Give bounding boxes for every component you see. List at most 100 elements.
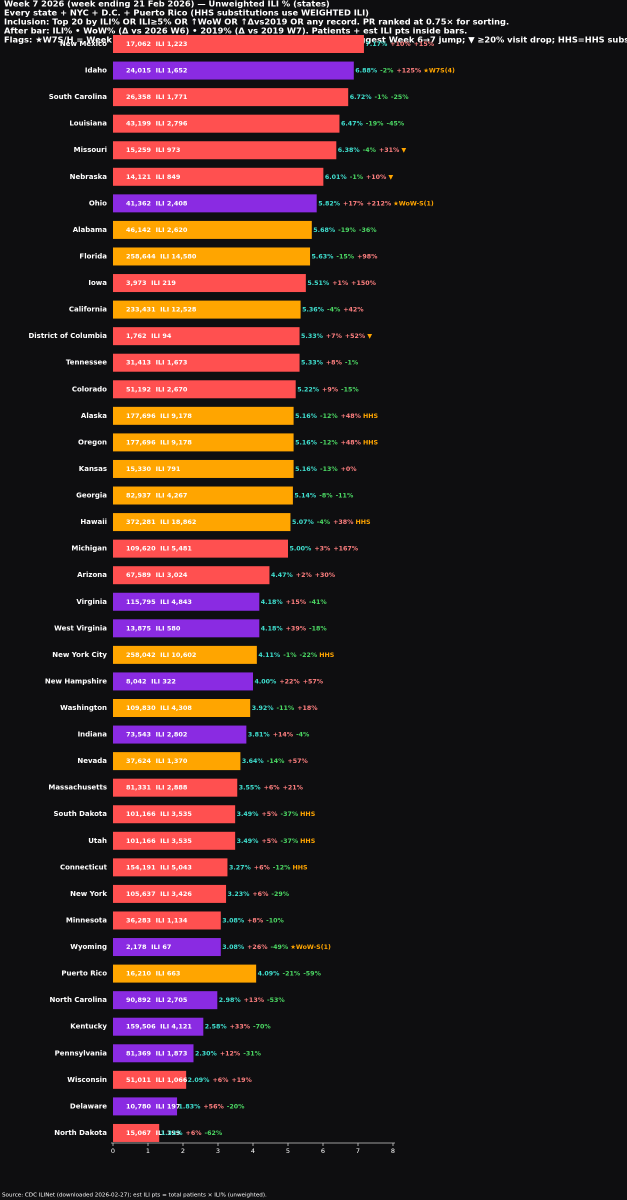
- bar-inner-label: 13,875 ILI 580: [126, 624, 181, 632]
- category-label: West Virginia: [54, 624, 107, 632]
- after-bar-labels: 4.00% +22% +57%: [255, 678, 324, 685]
- wow-label: +3%: [314, 546, 331, 553]
- value-label: 5.63%: [312, 253, 335, 260]
- wow-label: +2%: [296, 572, 313, 579]
- after-bar-labels: 3.08% +26% -49% ★WoW-S(1): [222, 944, 331, 951]
- category-label: Wyoming: [70, 943, 107, 951]
- category-label: New York: [70, 890, 107, 898]
- flag-label: ★W7S(4): [423, 68, 455, 75]
- wow-label: +17%: [343, 200, 364, 207]
- after-bar-labels: 3.81% +14% -4%: [248, 732, 310, 739]
- after-bar-labels: 3.92% -11% +18%: [252, 705, 319, 712]
- bar: [113, 831, 236, 850]
- category-label: Colorado: [72, 385, 107, 393]
- flag-label: HHS: [319, 652, 335, 659]
- value-label: 6.01%: [325, 174, 348, 181]
- wow-label: -4%: [317, 519, 331, 526]
- wow-label: +22%: [279, 678, 300, 685]
- category-label: New Mexico: [60, 40, 107, 48]
- value-label: 5.00%: [290, 546, 313, 553]
- wow-label: -1%: [350, 174, 364, 181]
- bar: [113, 805, 236, 824]
- vs2019-label: +167%: [333, 546, 358, 553]
- value-label: 3.49%: [237, 811, 260, 818]
- after-bar-labels: 5.16% -12% +48% HHS: [295, 439, 378, 446]
- category-label: North Dakota: [54, 1129, 107, 1137]
- after-bar-labels: 2.58% +33% -70%: [205, 1024, 272, 1031]
- wow-label: -12%: [320, 439, 338, 446]
- wow-label: +9%: [322, 386, 339, 393]
- x-tick-label: 6: [321, 1147, 325, 1155]
- after-bar-labels: 5.36% -4% +42%: [302, 307, 364, 314]
- wow-label: -19%: [366, 121, 384, 128]
- bar: [113, 1070, 187, 1089]
- flag-label: ★WoW-S(1): [290, 944, 331, 951]
- vs2019-label: +48%: [341, 439, 362, 446]
- category-label: Oregon: [78, 438, 107, 446]
- bar-inner-label: 1,762 ILI 94: [126, 332, 172, 340]
- wow-label: -14%: [267, 758, 285, 765]
- bar: [113, 1097, 178, 1116]
- category-label: Indiana: [78, 731, 108, 739]
- after-bar-labels: 3.55% +6% +21%: [239, 785, 304, 792]
- wow-label: -1%: [283, 652, 297, 659]
- wow-label: +6%: [264, 785, 281, 792]
- vs2019-label: +57%: [303, 678, 324, 685]
- bar-inner-label: 10,780 ILI 197: [126, 1102, 180, 1110]
- after-bar-labels: 4.11% -1% -22% HHS: [258, 652, 334, 659]
- bar-inner-label: 258,644 ILI 14,580: [126, 252, 197, 260]
- bar: [113, 699, 251, 717]
- wow-label: +8%: [326, 360, 343, 367]
- category-label: District of Columbia: [28, 332, 107, 340]
- bar-inner-label: 31,413 ILI 1,673: [126, 359, 187, 367]
- bar: [113, 1017, 204, 1036]
- vs2019-label: +48%: [341, 413, 362, 420]
- after-bar-labels: 2.30% +12% -31%: [195, 1050, 262, 1057]
- wow-label: +5%: [262, 811, 279, 818]
- vs2019-label: -37%: [280, 811, 298, 818]
- vs2019-label: -31%: [243, 1050, 261, 1057]
- bar: [113, 353, 300, 372]
- x-tick-label: 2: [181, 1147, 185, 1155]
- bar-inner-label: 46,142 ILI 2,620: [126, 226, 188, 234]
- after-bar-labels: 1.83% +56% -20%: [179, 1103, 246, 1110]
- after-bar-labels: 5.82% +17% +212% ★WoW-S(1): [318, 200, 434, 207]
- bar: [113, 220, 312, 239]
- bar: [113, 592, 260, 611]
- bar: [113, 911, 221, 930]
- wow-label: +13%: [244, 997, 265, 1004]
- category-label: Arizona: [77, 571, 107, 579]
- category-label: South Carolina: [49, 93, 108, 101]
- value-label: 3.49%: [237, 838, 260, 845]
- after-bar-labels: 4.18% +15% -41%: [261, 599, 328, 606]
- vs2019-label: +10%: [366, 174, 387, 181]
- vs2019-label: +31%: [379, 147, 400, 154]
- value-label: 2.09%: [188, 1077, 211, 1084]
- bar-inner-label: 43,199 ILI 2,796: [126, 120, 188, 128]
- vs2019-label: -53%: [267, 997, 285, 1004]
- wow-label: +6%: [186, 1130, 203, 1137]
- bar-inner-label: 24,015 ILI 1,652: [126, 67, 187, 75]
- bar-inner-label: 109,830 ILI 4,308: [126, 704, 192, 712]
- vs2019-label: -59%: [303, 971, 321, 978]
- vs2019-label: -12%: [273, 864, 291, 871]
- category-label: Pennsylvania: [55, 1049, 108, 1057]
- category-label: Florida: [79, 252, 107, 260]
- bar: [113, 884, 227, 903]
- after-bar-labels: 1.32% +6% -62%: [161, 1130, 223, 1137]
- bar: [113, 566, 270, 585]
- wow-label: -4%: [363, 147, 377, 154]
- category-label: Louisiana: [69, 120, 107, 128]
- flag-label: HHS: [355, 519, 371, 526]
- bar: [113, 991, 218, 1010]
- x-tick-label: 4: [251, 1147, 255, 1155]
- after-bar-labels: 6.47% -19% -45%: [341, 121, 405, 128]
- vs2019-label: -18%: [309, 625, 327, 632]
- wow-label: -19%: [338, 227, 356, 234]
- bar-inner-label: 82,937 ILI 4,267: [126, 492, 187, 500]
- bar-inner-label: 15,259 ILI 973: [126, 146, 180, 154]
- bar-inner-label: 101,166 ILI 3,535: [126, 810, 192, 818]
- after-bar-labels: 4.09% -21% -59%: [258, 971, 322, 978]
- bar: [113, 247, 311, 266]
- value-label: 7.17%: [365, 41, 388, 48]
